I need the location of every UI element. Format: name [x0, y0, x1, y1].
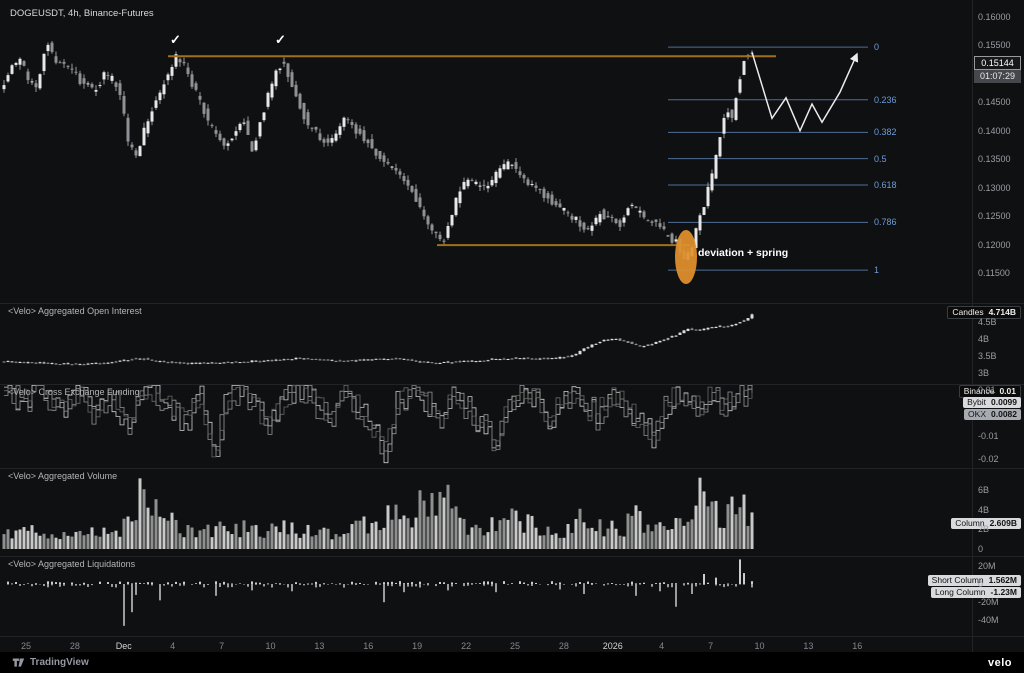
chart-canvas[interactable]	[0, 0, 972, 652]
symbol-title[interactable]: DOGEUSDT, 4h, Binance-Futures	[10, 8, 154, 19]
oi-badge-value: 4.714B	[988, 307, 1016, 317]
pane-divider[interactable]	[0, 384, 1024, 385]
volume-badge-value: 2.609B	[989, 518, 1017, 528]
time-tick-label: Dec	[115, 641, 132, 651]
pane-divider[interactable]	[0, 468, 1024, 469]
time-tick-label: 4	[659, 641, 665, 651]
fib-level-label: 0.786	[874, 217, 897, 228]
volume-tick-label: 2B	[978, 524, 990, 535]
volume-value-badge: Column 2.609B	[951, 518, 1021, 529]
time-tick-label: 7	[708, 641, 714, 651]
fib-level-label: 0.236	[874, 94, 897, 105]
oi-tick-label: 4B	[978, 334, 990, 344]
oi-value-badge: Candles 4.714B	[947, 306, 1021, 319]
oi-tick-label: 4.5B	[978, 317, 997, 327]
funding-okx-badge: OKX 0.0082	[964, 409, 1021, 420]
tradingview-brand[interactable]: TradingView	[12, 656, 89, 669]
funding-okx-value: 0.0082	[991, 409, 1017, 419]
time-tick-label: 22	[461, 641, 472, 651]
last-price-badge: 0.15144 01:07:29	[974, 56, 1021, 83]
fib-level-label: 0.5	[874, 153, 887, 164]
volume-tick-label: 4B	[978, 504, 990, 515]
fib-level-label: 0	[874, 42, 880, 53]
liq-tick-label: 20M	[978, 560, 996, 571]
pane-label-open-interest[interactable]: <Velo> Aggregated Open Interest	[8, 306, 142, 316]
check-icon[interactable]: ✓	[275, 32, 286, 47]
tradingview-logo-icon	[12, 658, 25, 667]
oi-badge-name: Candles	[952, 307, 984, 317]
time-tick-label: 25	[509, 641, 521, 651]
velo-brand[interactable]: velo	[987, 656, 1012, 669]
last-price-value: 0.15144	[974, 56, 1021, 70]
price-tick-label: 0.13000	[978, 182, 1011, 193]
funding-tick-label: 0	[978, 408, 984, 418]
pane-divider[interactable]	[0, 303, 1024, 304]
funding-bybit-badge: Bybit 0.0099	[963, 397, 1021, 408]
time-tick-label: 16	[363, 641, 374, 651]
fib-level-label: 0.382	[874, 127, 897, 138]
funding-tick-label: -0.01	[978, 431, 999, 441]
price-tick-label: 0.15500	[978, 40, 1011, 51]
time-axis-divider	[0, 636, 1024, 637]
fib-level-label: 1	[874, 265, 880, 276]
price-tick-label: 0.12500	[978, 211, 1011, 222]
check-icon[interactable]: ✓	[170, 32, 181, 47]
time-tick-label: 13	[314, 641, 325, 651]
price-tick-label: 0.11500	[978, 267, 1010, 278]
funding-bybit-value: 0.0099	[991, 397, 1017, 407]
price-axis-divider[interactable]	[972, 0, 973, 652]
liq-long-value: -1.23M	[990, 587, 1017, 597]
liq-tick-label: 0	[978, 579, 984, 589]
funding-tick-label: 0.01	[978, 385, 996, 395]
time-tick-label: 7	[219, 641, 225, 651]
time-tick-label: 28	[69, 641, 80, 651]
liq-long-name: Long Column	[934, 587, 986, 597]
funding-binance-name: Binance	[963, 386, 995, 396]
footer-bar: TradingView velo	[0, 652, 1024, 673]
pane-label-liquidations[interactable]: <Velo> Aggregated Liquidations	[8, 559, 136, 569]
time-tick-label: 28	[558, 641, 569, 651]
time-tick-label: 4	[170, 641, 176, 651]
funding-okx-name: OKX	[968, 409, 986, 419]
pane-label-funding[interactable]: <Velo> Cross Exchange Funding	[8, 387, 140, 397]
time-tick-label: 10	[754, 641, 765, 651]
price-tick-label: 0.16000	[978, 12, 1011, 22]
volume-tick-label: 0	[978, 544, 984, 554]
price-tick-label: 0.14500	[978, 97, 1011, 108]
liq-short-name: Short Column	[931, 575, 984, 585]
liq-short-badge: Short Column 1.562M	[927, 575, 1021, 586]
fib-level-label: 0.618	[874, 179, 897, 190]
time-tick-label: 16	[852, 641, 863, 651]
funding-tick-label: -0.02	[978, 454, 999, 464]
funding-bybit-name: Bybit	[967, 397, 986, 407]
volume-badge-name: Column	[955, 518, 985, 528]
time-tick-label: 25	[20, 641, 32, 651]
oi-tick-label: 3B	[978, 368, 990, 378]
liq-tick-label: -40M	[978, 615, 999, 626]
time-tick-label: 10	[265, 641, 276, 651]
price-tick-label: 0.14000	[978, 125, 1011, 136]
pane-divider[interactable]	[0, 556, 1024, 557]
liq-long-badge: Long Column -1.23M	[930, 587, 1021, 598]
volume-tick-label: 6B	[978, 485, 990, 496]
liq-short-value: 1.562M	[988, 575, 1017, 585]
time-tick-label: 2026	[602, 641, 623, 651]
tradingview-wordmark: TradingView	[30, 657, 89, 668]
pane-label-volume[interactable]: <Velo> Aggregated Volume	[8, 471, 118, 481]
funding-binance-value: 0.01	[999, 386, 1016, 396]
liq-tick-label: -20M	[978, 597, 999, 608]
time-tick-label: 13	[803, 641, 814, 651]
time-tick-label: 19	[412, 641, 423, 651]
bar-countdown: 01:07:29	[974, 70, 1021, 83]
deviation-spring-annotation[interactable]: deviation + spring	[698, 247, 789, 259]
price-tick-label: 0.13500	[978, 154, 1011, 165]
price-tick-label: 0.12000	[978, 239, 1011, 250]
oi-tick-label: 3.5B	[978, 351, 997, 361]
